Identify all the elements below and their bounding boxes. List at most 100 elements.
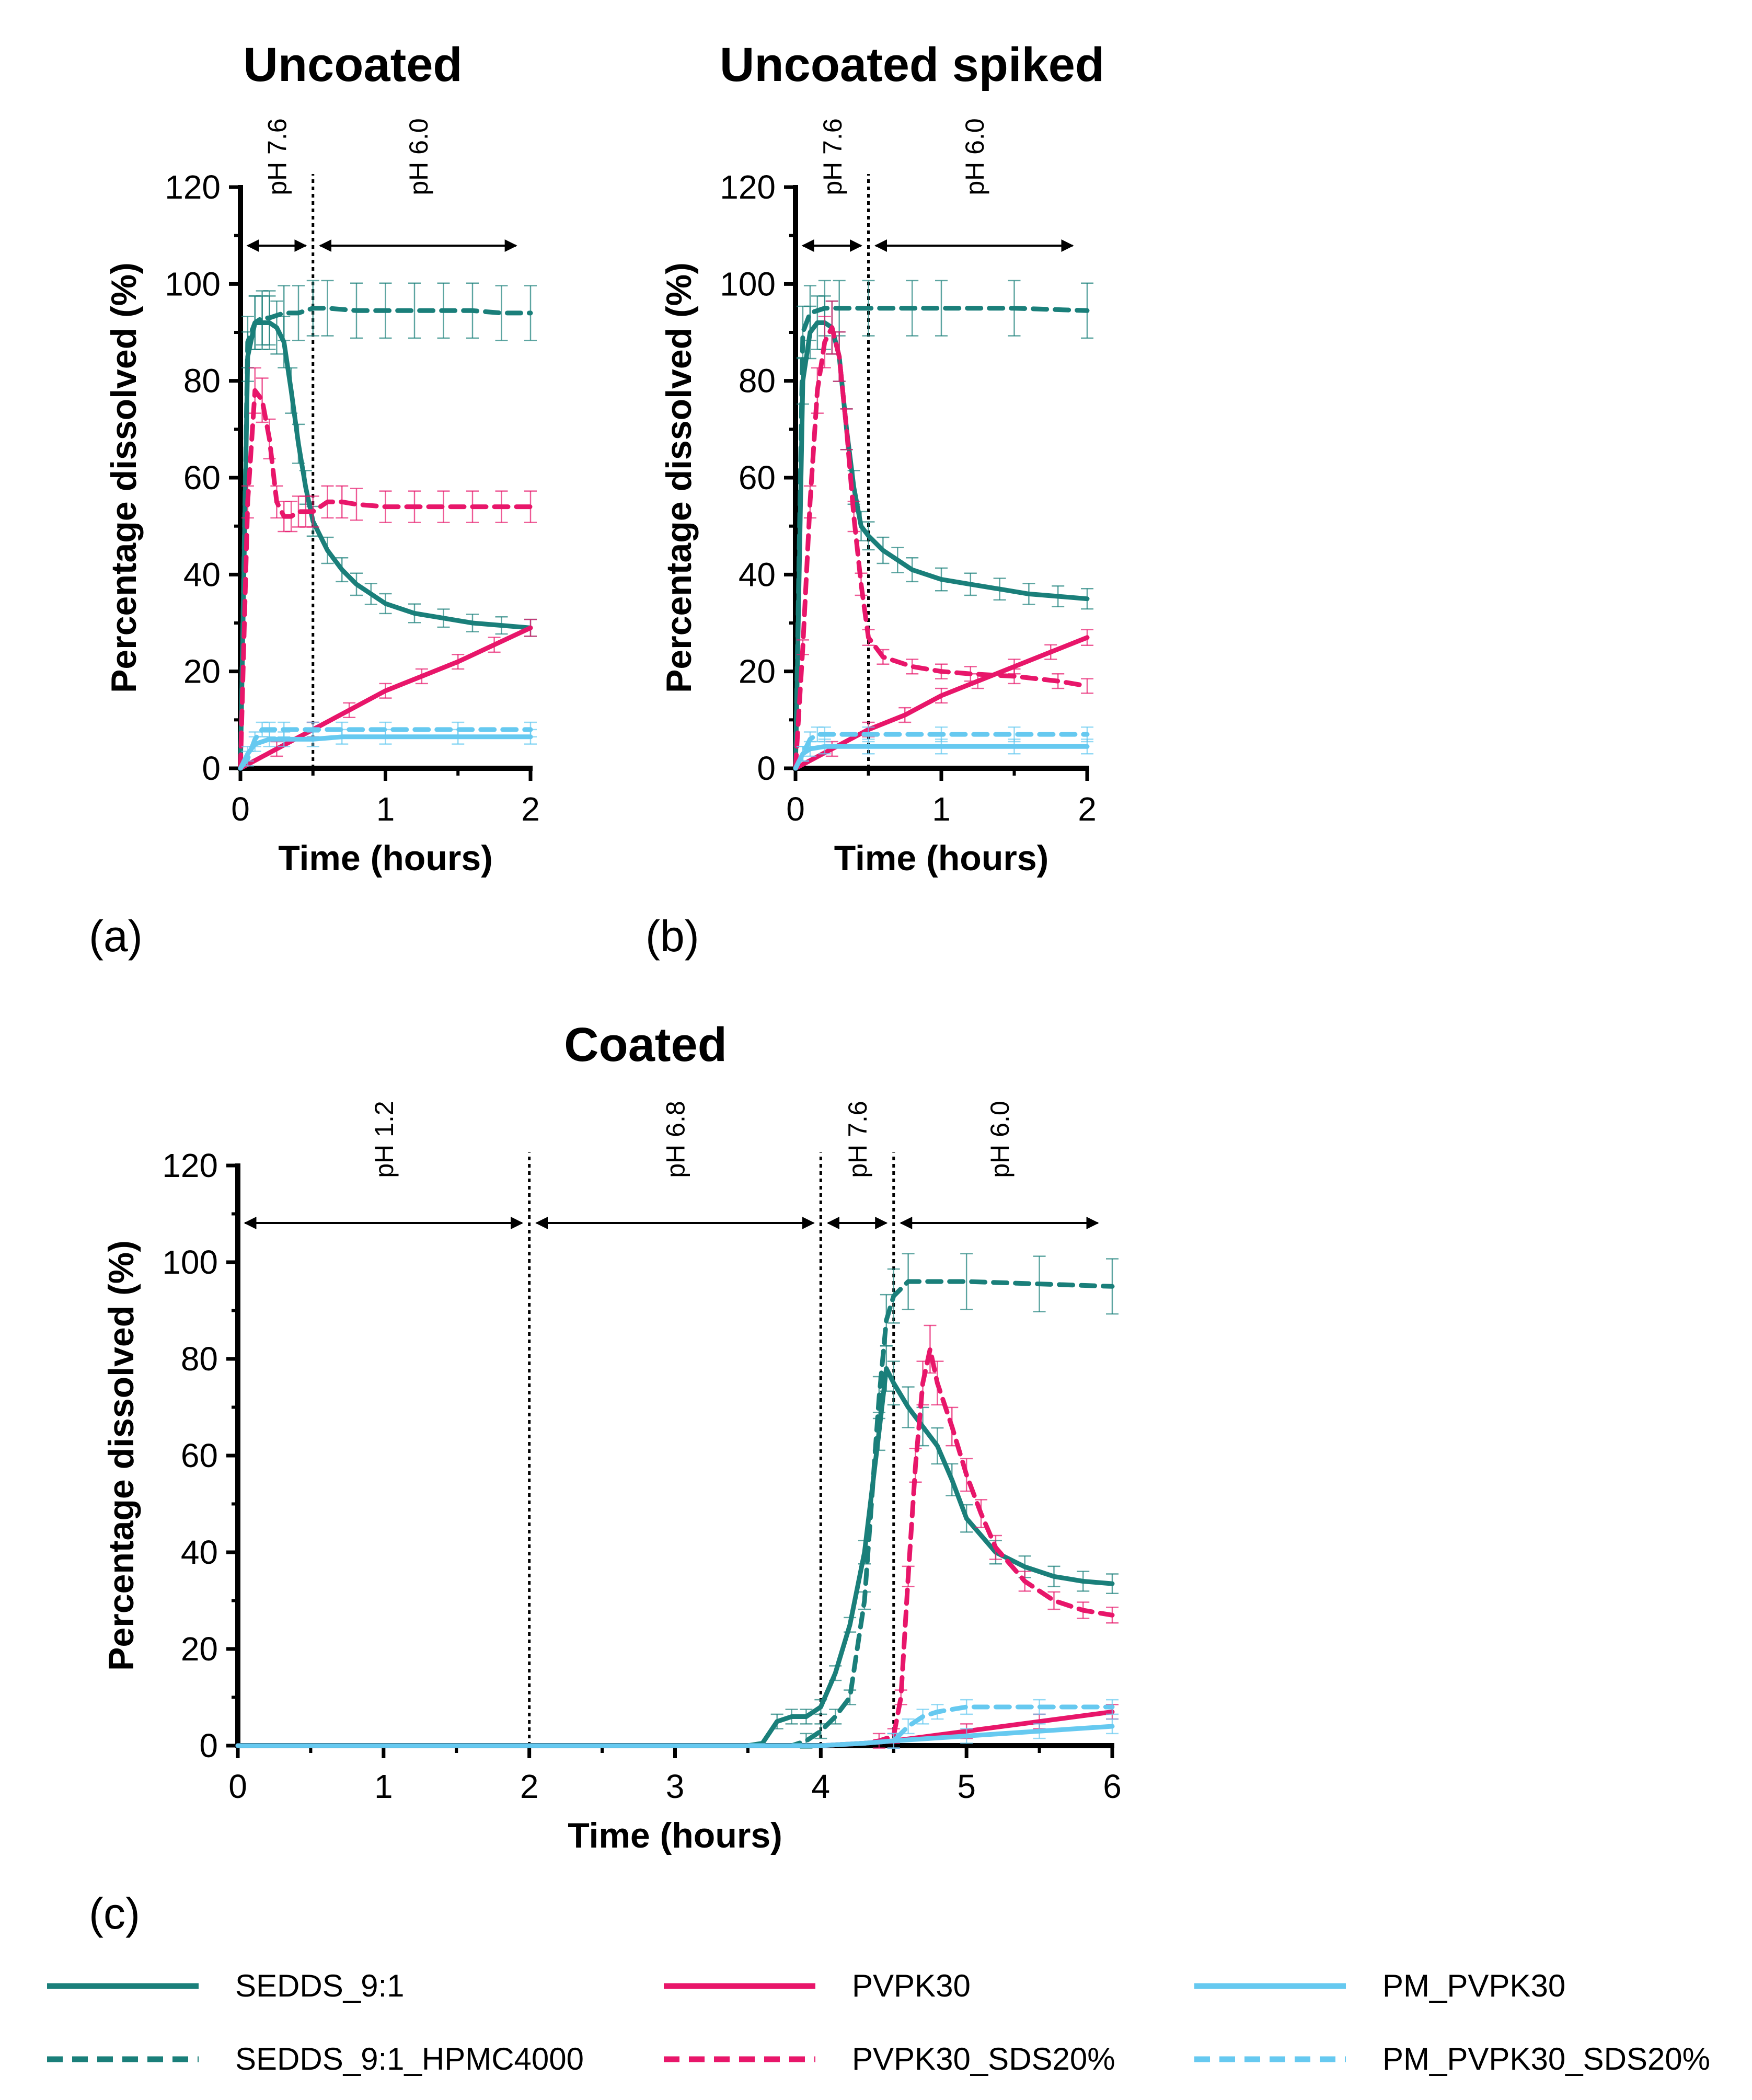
legend-label: SEDDS_9:1 bbox=[235, 1968, 405, 2003]
legend-label: PVPK30 bbox=[852, 1968, 971, 2003]
y-tick-label: 80 bbox=[739, 362, 776, 400]
series-pvpk30 bbox=[793, 629, 1093, 771]
x-axis-label: Time (hours) bbox=[278, 838, 493, 878]
phase-label: pH 7.6 bbox=[843, 1101, 872, 1178]
series-line bbox=[793, 325, 1090, 771]
series-line bbox=[235, 1366, 1115, 1748]
series-sedds-9-1-hpmc4000 bbox=[238, 280, 537, 771]
y-tick-label: 0 bbox=[202, 749, 221, 787]
series-pvpk30-sds20 bbox=[238, 367, 537, 771]
phase-label: pH 6.8 bbox=[661, 1101, 690, 1178]
y-tick-label: 120 bbox=[165, 168, 221, 206]
x-axis-label: Time (hours) bbox=[568, 1816, 782, 1855]
series-line bbox=[238, 306, 533, 771]
series-pvpk30-sds20 bbox=[793, 300, 1093, 771]
y-tick-label: 120 bbox=[720, 168, 776, 206]
legend-item-sedds-9-1: SEDDS_9:1 bbox=[47, 1968, 405, 2003]
legend: SEDDS_9:1 SEDDS_9:1_HPMC4000 PVPK30 PVPK30_… bbox=[47, 1968, 1710, 2076]
chart-title: Uncoated spiked bbox=[720, 38, 1104, 91]
y-tick-label: 100 bbox=[162, 1243, 218, 1281]
phase-label: pH 1.2 bbox=[370, 1101, 399, 1178]
y-tick-label: 20 bbox=[181, 1630, 218, 1668]
legend-item-pvpk30-sds20: PVPK30_SDS20% bbox=[664, 2041, 1115, 2076]
series-sedds-9-1 bbox=[235, 1345, 1119, 1748]
phase-label: pH 6.0 bbox=[985, 1101, 1015, 1178]
legend-label: SEDDS_9:1_HPMC4000 bbox=[235, 2041, 584, 2076]
series-line bbox=[238, 625, 533, 771]
legend-item-pvpk30: PVPK30 bbox=[664, 1968, 971, 2003]
x-tick-label: 0 bbox=[786, 790, 805, 828]
y-axis-label: Percentage dissolved (%) bbox=[659, 262, 699, 693]
x-tick-label: 6 bbox=[1103, 1768, 1122, 1805]
series-line bbox=[793, 635, 1090, 771]
series-pvpk30 bbox=[238, 618, 537, 771]
panel-letter: (b) bbox=[646, 911, 699, 961]
phase-label: pH 6.0 bbox=[404, 118, 433, 195]
chart-panel-3: Coated 0 20 40 60 80 100 120 0 1 2 3 4 5 6 Time (hours)… bbox=[89, 1018, 1122, 1938]
series-line bbox=[238, 388, 533, 771]
x-axis-label: Time (hours) bbox=[834, 838, 1049, 878]
legend-label: PVPK30_SDS20% bbox=[852, 2041, 1115, 2076]
series-sedds-9-1-hpmc4000 bbox=[793, 280, 1093, 771]
chart-title: Uncoated bbox=[243, 38, 462, 91]
y-tick-label: 20 bbox=[739, 653, 776, 690]
series-pm-pvpk30-sds20 bbox=[793, 726, 1093, 771]
y-tick-label: 100 bbox=[720, 265, 776, 303]
phase-label: pH 6.0 bbox=[960, 118, 989, 195]
y-tick-label: 0 bbox=[199, 1727, 218, 1764]
series-pvpk30-sds20 bbox=[235, 1324, 1119, 1749]
y-tick-label: 40 bbox=[739, 556, 776, 593]
legend-label: PM_PVPK30_SDS20% bbox=[1382, 2041, 1710, 2076]
series-line bbox=[793, 320, 1090, 771]
legend-item-pm-pvpk30-sds20: PM_PVPK30_SDS20% bbox=[1194, 2041, 1710, 2076]
y-tick-label: 40 bbox=[181, 1533, 218, 1571]
series-pm-pvpk30 bbox=[238, 729, 537, 771]
y-tick-label: 60 bbox=[183, 459, 221, 497]
series-pvpk30 bbox=[235, 1704, 1119, 1749]
legend-item-sedds-9-1-hpmc4000: SEDDS_9:1_HPMC4000 bbox=[47, 2041, 584, 2076]
y-tick-label: 60 bbox=[181, 1437, 218, 1474]
chart-title: Coated bbox=[564, 1018, 727, 1071]
y-axis-label: Percentage dissolved (%) bbox=[101, 1240, 141, 1671]
y-tick-label: 80 bbox=[183, 362, 221, 400]
y-axis-label: Percentage dissolved (%) bbox=[104, 262, 144, 693]
x-tick-label: 2 bbox=[521, 790, 540, 828]
legend-label: PM_PVPK30 bbox=[1382, 1968, 1565, 2003]
y-tick-label: 40 bbox=[183, 556, 221, 593]
phase-label: pH 7.6 bbox=[262, 118, 292, 195]
chart-panel-1: Uncoated 0 20 40 60 80 100 120 0 1 2 Time (hours) Pe… bbox=[89, 38, 540, 961]
y-tick-label: 20 bbox=[183, 653, 221, 690]
series-line bbox=[235, 1709, 1115, 1748]
y-tick-label: 120 bbox=[162, 1147, 218, 1184]
series-line bbox=[235, 1704, 1115, 1748]
chart-panel-2: Uncoated spiked 0 20 40 60 80 100 120 0 1 2 Time (h… bbox=[646, 38, 1104, 961]
x-tick-label: 1 bbox=[932, 790, 951, 828]
phase-label: pH 7.6 bbox=[818, 118, 847, 195]
series-line bbox=[238, 320, 533, 771]
x-tick-label: 2 bbox=[520, 1768, 539, 1805]
series-pm-pvpk30-sds20 bbox=[238, 721, 537, 771]
x-tick-label: 1 bbox=[376, 790, 395, 828]
x-tick-label: 1 bbox=[374, 1768, 393, 1805]
panel-letter: (a) bbox=[89, 911, 143, 961]
x-tick-label: 0 bbox=[231, 790, 250, 828]
series-pm-pvpk30-sds20 bbox=[235, 1699, 1119, 1749]
y-tick-label: 60 bbox=[739, 459, 776, 497]
x-tick-label: 3 bbox=[666, 1768, 685, 1805]
x-tick-label: 4 bbox=[812, 1768, 831, 1805]
y-tick-label: 100 bbox=[165, 265, 221, 303]
series-sedds-9-1-hpmc4000 bbox=[235, 1253, 1119, 1749]
series-line bbox=[793, 306, 1090, 771]
series-line bbox=[235, 1347, 1115, 1748]
series-line bbox=[238, 727, 533, 771]
x-tick-label: 2 bbox=[1078, 790, 1097, 828]
x-tick-label: 5 bbox=[957, 1768, 976, 1805]
panel-letter: (c) bbox=[89, 1889, 140, 1938]
series-line bbox=[793, 744, 1090, 771]
series-line bbox=[793, 732, 1090, 771]
legend-item-pm-pvpk30: PM_PVPK30 bbox=[1194, 1968, 1565, 2003]
x-tick-label: 0 bbox=[228, 1768, 247, 1805]
y-tick-label: 80 bbox=[181, 1340, 218, 1378]
y-tick-label: 0 bbox=[757, 749, 776, 787]
